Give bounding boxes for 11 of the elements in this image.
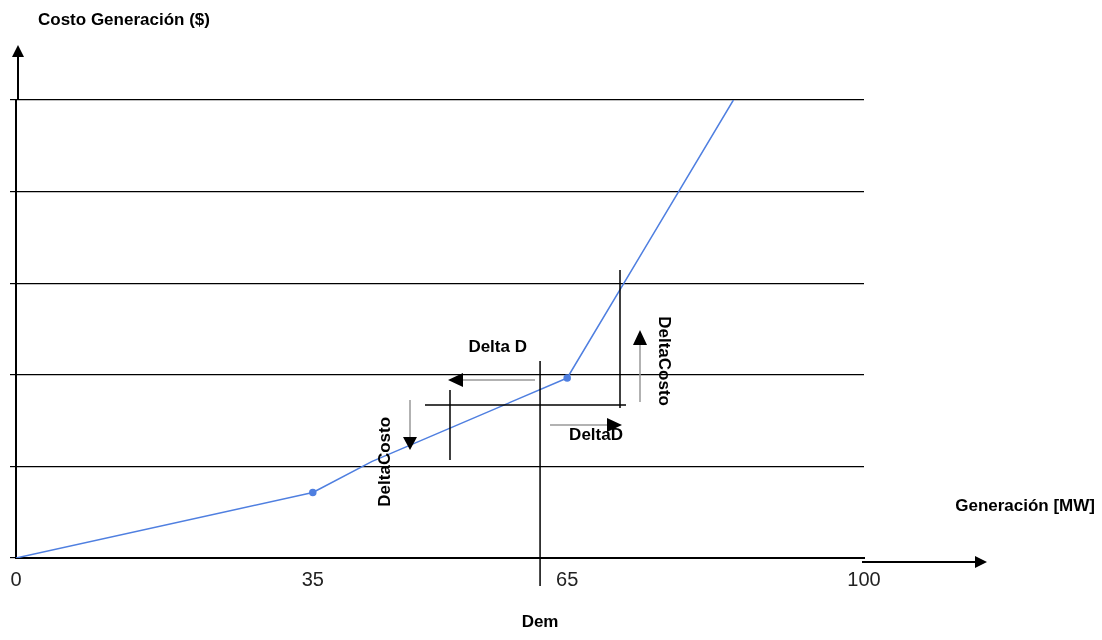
ref-line-label: Dem: [521, 612, 559, 632]
x-tick-label: 0: [10, 567, 22, 590]
annotation: DeltaCosto: [655, 316, 675, 406]
annotation: Delta D: [468, 337, 527, 357]
x-tick-label: 100: [847, 567, 881, 590]
x-tick-label: 35: [301, 567, 324, 590]
annotation: DeltaCosto: [374, 416, 394, 507]
annotation: DeltaD: [569, 424, 623, 444]
y-axis-title: Costo Generación ($): [38, 9, 210, 29]
x-tick-label: 65: [556, 567, 579, 590]
x-axis-title: Generación [MW]: [955, 495, 1095, 515]
